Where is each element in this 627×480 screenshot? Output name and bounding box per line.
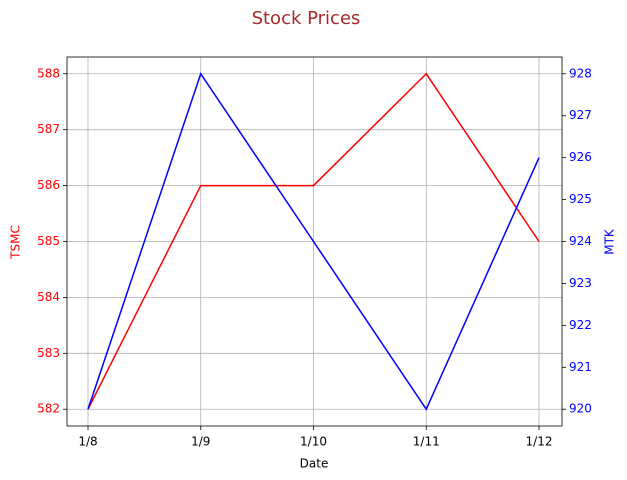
x-tick-label: 1/10: [300, 435, 327, 449]
y-tick-label: 584: [37, 290, 60, 304]
y2-tick-label: 928: [569, 66, 592, 80]
y-axis-label: TSMC: [9, 225, 23, 260]
x-axis-label: Date: [300, 457, 329, 471]
y-tick-label: 582: [37, 402, 60, 416]
x-tick-label: 1/12: [526, 435, 553, 449]
plot-frame: [66, 56, 563, 427]
y2-tick-label: 923: [569, 276, 592, 290]
x-tick-label: 1/9: [191, 435, 210, 449]
y2-tick-label: 920: [569, 402, 592, 416]
y-tick-label: 585: [37, 234, 60, 248]
y2-tick-label: 927: [569, 108, 592, 122]
y2-tick-label: 925: [569, 192, 592, 206]
chart-title: Stock Prices: [252, 8, 361, 29]
x-tick-label: 1/8: [78, 435, 97, 449]
y-tick-label: 586: [37, 178, 60, 192]
y-tick-label: 587: [37, 122, 60, 136]
y2-tick-label: 921: [569, 360, 592, 374]
y2-tick-label: 922: [569, 318, 592, 332]
y-tick-label: 588: [37, 66, 60, 80]
series-line: [87, 72, 540, 411]
y-tick-label: 583: [37, 346, 60, 360]
y2-tick-label: 924: [569, 234, 592, 248]
y2-tick-label: 926: [569, 150, 592, 164]
series-line: [87, 72, 540, 410]
y2-axis-label: MTK: [603, 228, 617, 255]
x-tick-label: 1/11: [413, 435, 440, 449]
